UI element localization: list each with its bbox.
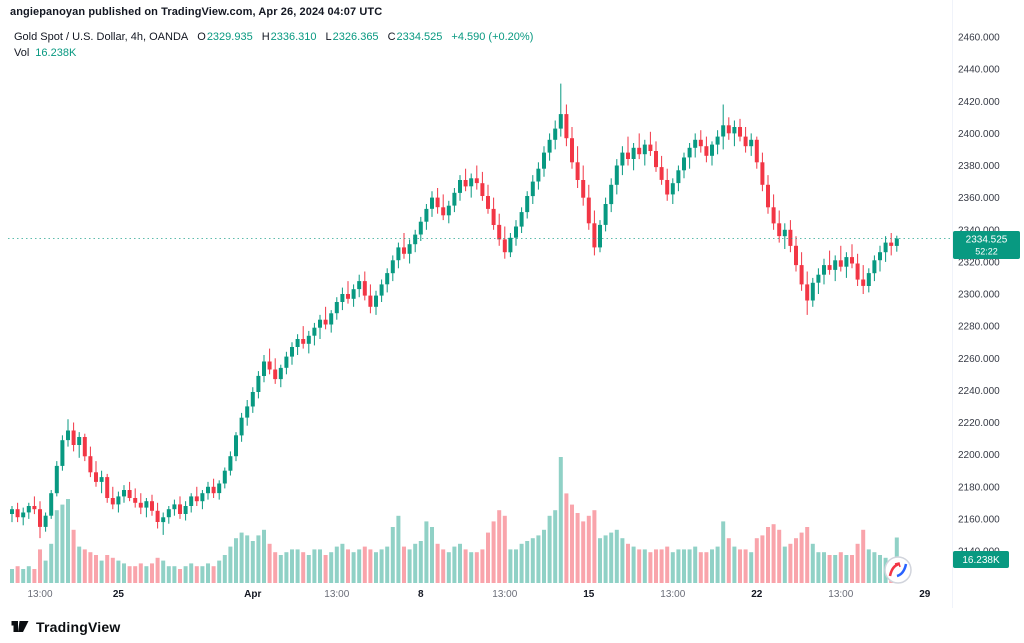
tradingview-logo-icon[interactable] — [10, 618, 30, 635]
ohlc-open-label: O — [197, 31, 206, 43]
svg-text:15: 15 — [583, 589, 595, 600]
ohlc-high-value: 2336.310 — [270, 31, 317, 43]
svg-text:2460.000: 2460.000 — [958, 33, 1000, 44]
svg-text:25: 25 — [113, 589, 125, 600]
candles-layer — [10, 83, 899, 539]
ohlc-low: L 2326.365 — [326, 31, 379, 43]
svg-text:2220.000: 2220.000 — [958, 418, 1000, 429]
ohlc-open: O 2329.935 — [197, 31, 252, 43]
svg-text:2340.000: 2340.000 — [958, 225, 1000, 236]
last-price-value: 2334.525 — [966, 235, 1008, 246]
price-axis[interactable]: 2460.000 2440.000 2420.000 2400.000 2380.000… — [958, 33, 1000, 558]
svg-text:13:00: 13:00 — [660, 589, 685, 600]
symbol-legend: Gold Spot / U.S. Dollar, 4h, OANDA O 2329… — [14, 31, 533, 43]
svg-text:2180.000: 2180.000 — [958, 482, 1000, 493]
attribution-text: angiepanoyan published on TradingView.co… — [10, 6, 383, 18]
svg-text:13:00: 13:00 — [828, 589, 853, 600]
svg-text:2440.000: 2440.000 — [958, 65, 1000, 76]
svg-text:2160.000: 2160.000 — [958, 514, 1000, 525]
time-axis[interactable]: 13:00 25 Apr 13:00 8 13:00 15 13:00 22 13:00 29 — [27, 589, 930, 600]
svg-text:2380.000: 2380.000 — [958, 161, 1000, 172]
ohlc-high: H 2336.310 — [262, 31, 317, 43]
svg-text:2360.000: 2360.000 — [958, 193, 1000, 204]
volume-readout: 16.238K — [35, 47, 77, 59]
svg-text:13:00: 13:00 — [324, 589, 349, 600]
ohlc-low-value: 2326.365 — [332, 31, 379, 43]
ohlc-close-label: C — [387, 31, 396, 43]
last-price-badge: 2334.525 52:22 — [953, 231, 1020, 259]
ohlc-close-value: 2334.525 — [396, 31, 443, 43]
symbol-title[interactable]: Gold Spot / U.S. Dollar, 4h, OANDA — [14, 31, 189, 43]
volume-bars-layer — [10, 457, 899, 583]
svg-text:2420.000: 2420.000 — [958, 97, 1000, 108]
ohlc-open-value: 2329.935 — [206, 31, 253, 43]
svg-text:22: 22 — [751, 589, 763, 600]
svg-text:2200.000: 2200.000 — [958, 450, 1000, 461]
footer-branding: TradingView — [10, 618, 120, 635]
svg-text:13:00: 13:00 — [492, 589, 517, 600]
svg-text:2300.000: 2300.000 — [958, 290, 1000, 301]
bar-countdown: 52:22 — [975, 247, 998, 257]
svg-text:2240.000: 2240.000 — [958, 386, 1000, 397]
price-change-readout: +4.590 (+0.20%) — [451, 31, 534, 43]
svg-text:2320.000: 2320.000 — [958, 257, 1000, 268]
svg-text:8: 8 — [418, 589, 424, 600]
svg-text:Apr: Apr — [244, 589, 261, 600]
ohlc-close: C 2334.525 — [388, 31, 443, 43]
volume-legend: Vol 16.238K — [14, 47, 76, 59]
tradingview-wordmark[interactable]: TradingView — [36, 618, 121, 635]
svg-text:29: 29 — [919, 589, 931, 600]
ohlc-low-label: L — [325, 31, 332, 43]
volume-axis-value: 16.238K — [962, 555, 1000, 566]
svg-text:13:00: 13:00 — [27, 589, 52, 600]
volume-axis-badge: 16.238K — [953, 551, 1009, 568]
svg-text:2400.000: 2400.000 — [958, 129, 1000, 140]
svg-text:2280.000: 2280.000 — [958, 322, 1000, 333]
ohlc-high-label: H — [261, 31, 270, 43]
publisher-stamp-icon — [884, 556, 912, 584]
svg-text:2260.000: 2260.000 — [958, 354, 1000, 365]
volume-label: Vol — [14, 47, 30, 59]
